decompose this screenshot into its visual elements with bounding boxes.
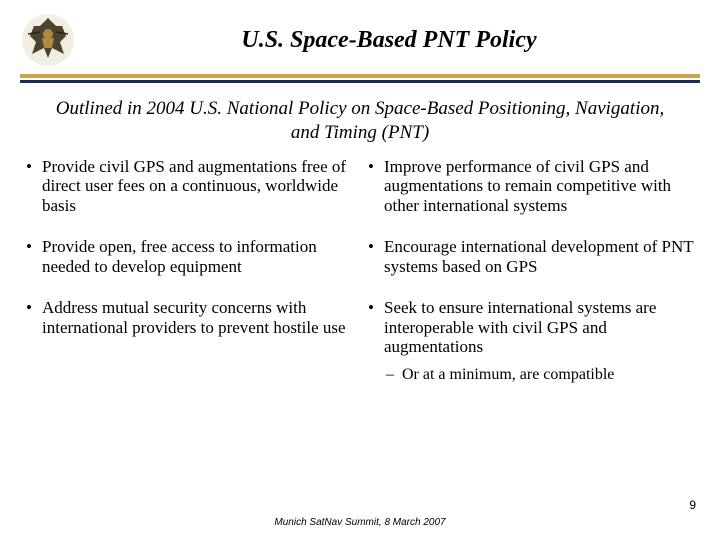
slide: U.S. Space-Based PNT Policy Outlined in … [0,0,720,540]
footer-text: Munich SatNav Summit, 8 March 2007 [0,517,720,528]
seal-icon [20,12,76,68]
sub-list-item: Or at a minimum, are compatible [384,365,696,384]
page-title: U.S. Space-Based PNT Policy [88,27,690,54]
subtitle: Outlined in 2004 U.S. National Policy on… [0,83,720,157]
list-item: Address mutual security concerns with in… [24,298,354,337]
content-columns: Provide civil GPS and augmentations free… [0,157,720,407]
list-item: Improve performance of civil GPS and aug… [366,157,696,216]
right-column: Improve performance of civil GPS and aug… [366,157,696,407]
list-item: Provide civil GPS and augmentations free… [24,157,354,216]
left-column: Provide civil GPS and augmentations free… [24,157,354,407]
list-item-text: Seek to ensure international systems are… [384,298,656,356]
list-item: Encourage international development of P… [366,237,696,276]
page-number: 9 [689,498,696,512]
list-item: Seek to ensure international systems are… [366,298,696,384]
list-item: Provide open, free access to information… [24,237,354,276]
title-row: U.S. Space-Based PNT Policy [0,0,720,74]
divider-gold [20,74,700,78]
